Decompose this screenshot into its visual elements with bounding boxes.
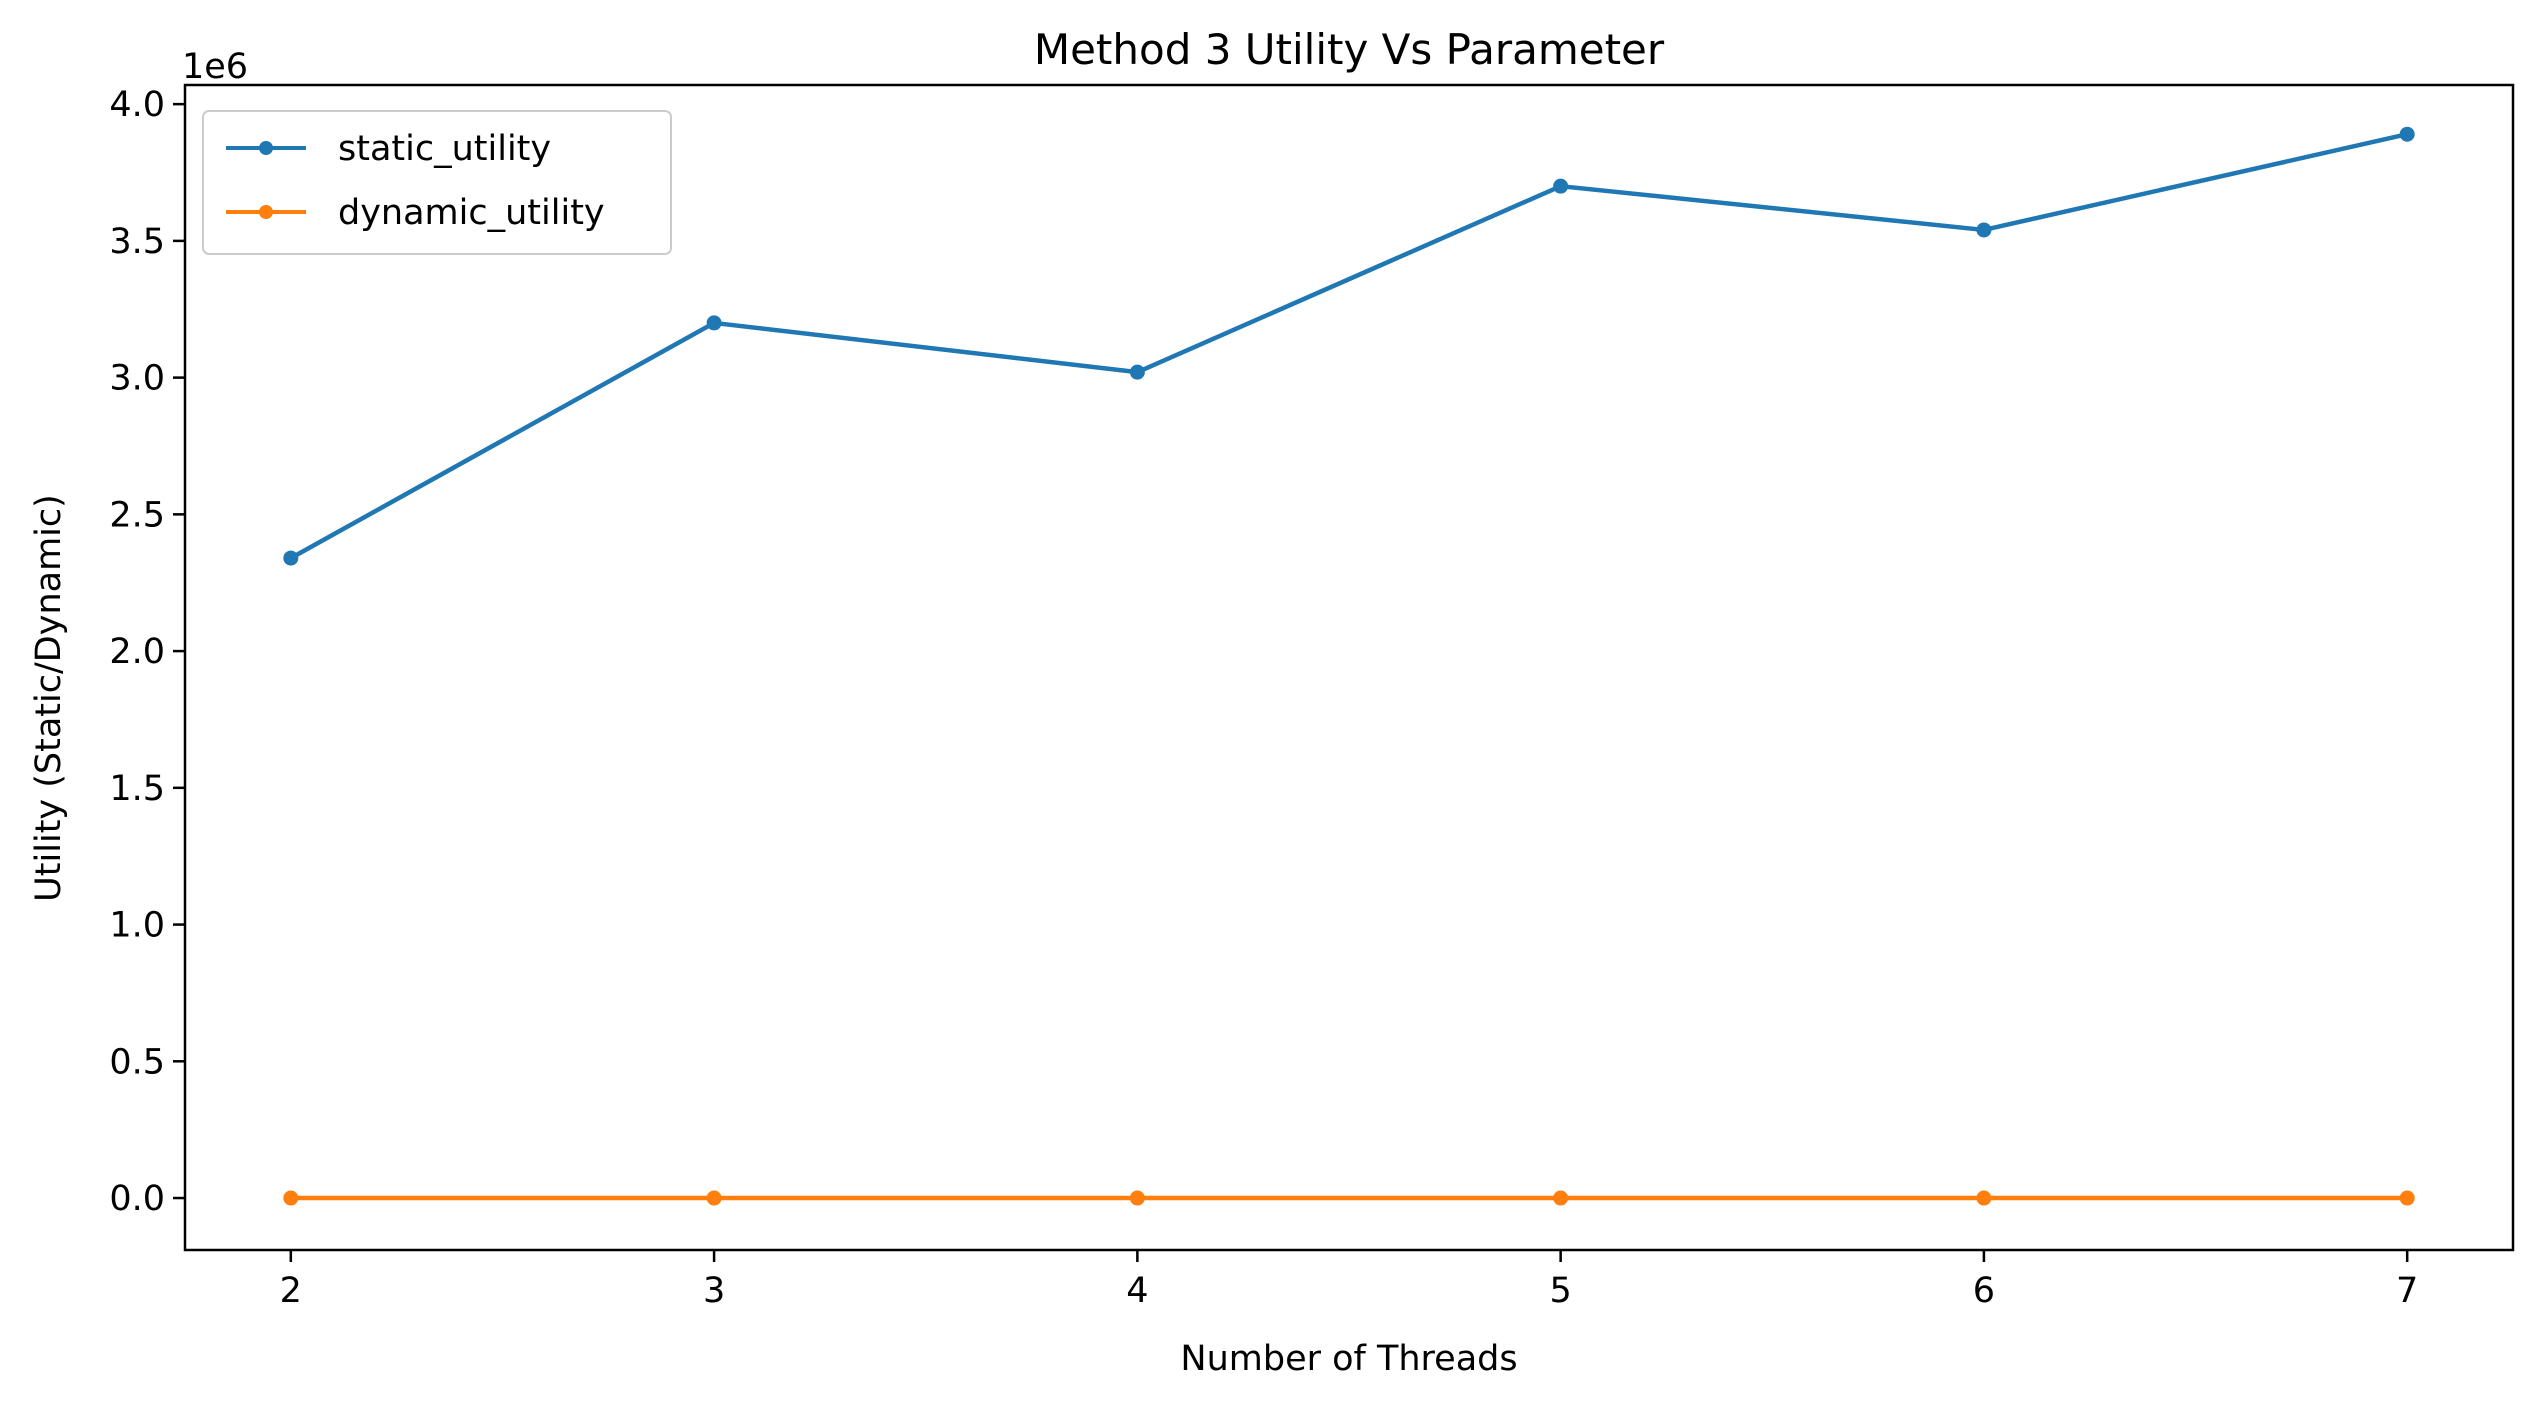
legend-marker-dynamic-utility <box>259 205 273 219</box>
legend-marker-static-utility <box>259 141 273 155</box>
y-tick-label: 1.0 <box>109 906 165 946</box>
y-axis-label: Utility (Static/Dynamic) <box>29 494 69 902</box>
plot-area <box>283 126 2415 1206</box>
y-tick-label: 2.5 <box>109 495 165 535</box>
legend-label-static-utility: static_utility <box>338 129 551 169</box>
y-tick-label: 3.0 <box>109 359 165 399</box>
y-tick-label: 2.0 <box>109 632 165 672</box>
data-point-static-utility <box>706 315 722 331</box>
y-axis-offset-label: 1e6 <box>182 47 248 87</box>
legend-box <box>202 110 672 255</box>
data-point-dynamic-utility <box>2399 1190 2415 1206</box>
data-point-static-utility <box>1553 178 1569 194</box>
data-point-static-utility <box>1976 222 1992 238</box>
x-tick-label: 7 <box>2396 1271 2418 1311</box>
y-tick-label: 0.5 <box>109 1042 165 1082</box>
data-point-dynamic-utility <box>1129 1190 1145 1206</box>
y-tick-label: 1.5 <box>109 769 165 809</box>
data-point-dynamic-utility <box>283 1190 299 1206</box>
x-axis-ticks: 2 3 4 5 6 7 <box>280 1250 2418 1311</box>
data-point-static-utility <box>1129 364 1145 380</box>
y-tick-label: 0.0 <box>109 1179 165 1219</box>
data-point-dynamic-utility <box>706 1190 722 1206</box>
y-tick-label: 4.0 <box>109 85 165 125</box>
data-point-static-utility <box>283 550 299 566</box>
chart-title: Method 3 Utility Vs Parameter <box>1034 25 1665 74</box>
y-axis-ticks: 0.0 0.5 1.0 1.5 2.0 2.5 3.0 3.5 4.0 <box>109 85 185 1219</box>
data-point-static-utility <box>2399 126 2415 142</box>
x-tick-label: 5 <box>1549 1271 1571 1311</box>
series-line-static-utility <box>289 132 2408 561</box>
x-tick-label: 6 <box>1973 1271 1995 1311</box>
data-point-dynamic-utility <box>1553 1190 1569 1206</box>
x-tick-label: 2 <box>280 1271 302 1311</box>
data-point-dynamic-utility <box>1976 1190 1992 1206</box>
y-tick-label: 3.5 <box>109 222 165 262</box>
x-tick-label: 3 <box>703 1271 725 1311</box>
legend: static_utility dynamic_utility <box>202 110 672 255</box>
legend-label-dynamic-utility: dynamic_utility <box>338 193 605 233</box>
x-axis-label: Number of Threads <box>1180 1339 1517 1379</box>
plot-frame <box>183 83 2515 1252</box>
x-tick-label: 4 <box>1126 1271 1148 1311</box>
